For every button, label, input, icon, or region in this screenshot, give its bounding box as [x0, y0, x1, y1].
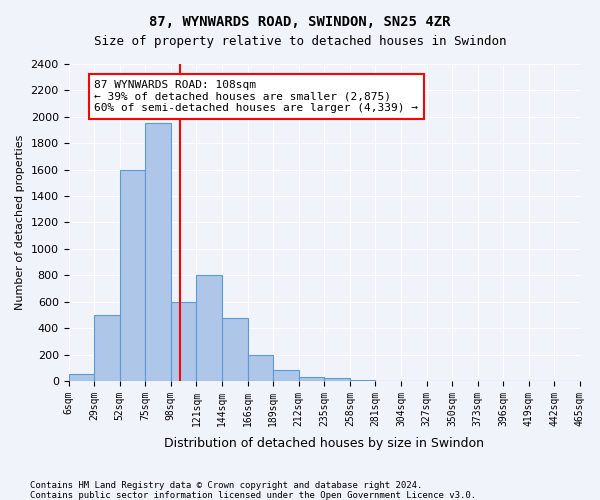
X-axis label: Distribution of detached houses by size in Swindon: Distribution of detached houses by size … — [164, 437, 484, 450]
Text: 87 WYNWARDS ROAD: 108sqm
← 39% of detached houses are smaller (2,875)
60% of sem: 87 WYNWARDS ROAD: 108sqm ← 39% of detach… — [94, 80, 418, 113]
Bar — [222, 318, 248, 381]
Bar — [94, 315, 119, 381]
Y-axis label: Number of detached properties: Number of detached properties — [15, 135, 25, 310]
Text: Size of property relative to detached houses in Swindon: Size of property relative to detached ho… — [94, 35, 506, 48]
Bar — [119, 170, 145, 381]
Text: Contains HM Land Registry data © Crown copyright and database right 2024.: Contains HM Land Registry data © Crown c… — [30, 481, 422, 490]
Bar — [68, 374, 94, 381]
Text: 87, WYNWARDS ROAD, SWINDON, SN25 4ZR: 87, WYNWARDS ROAD, SWINDON, SN25 4ZR — [149, 15, 451, 29]
Bar — [171, 302, 196, 381]
Bar — [273, 370, 299, 381]
Bar — [196, 276, 222, 381]
Text: Contains public sector information licensed under the Open Government Licence v3: Contains public sector information licen… — [30, 491, 476, 500]
Bar — [145, 124, 171, 381]
Bar — [299, 377, 324, 381]
Bar — [248, 354, 273, 381]
Bar — [324, 378, 350, 381]
Bar — [350, 380, 376, 381]
